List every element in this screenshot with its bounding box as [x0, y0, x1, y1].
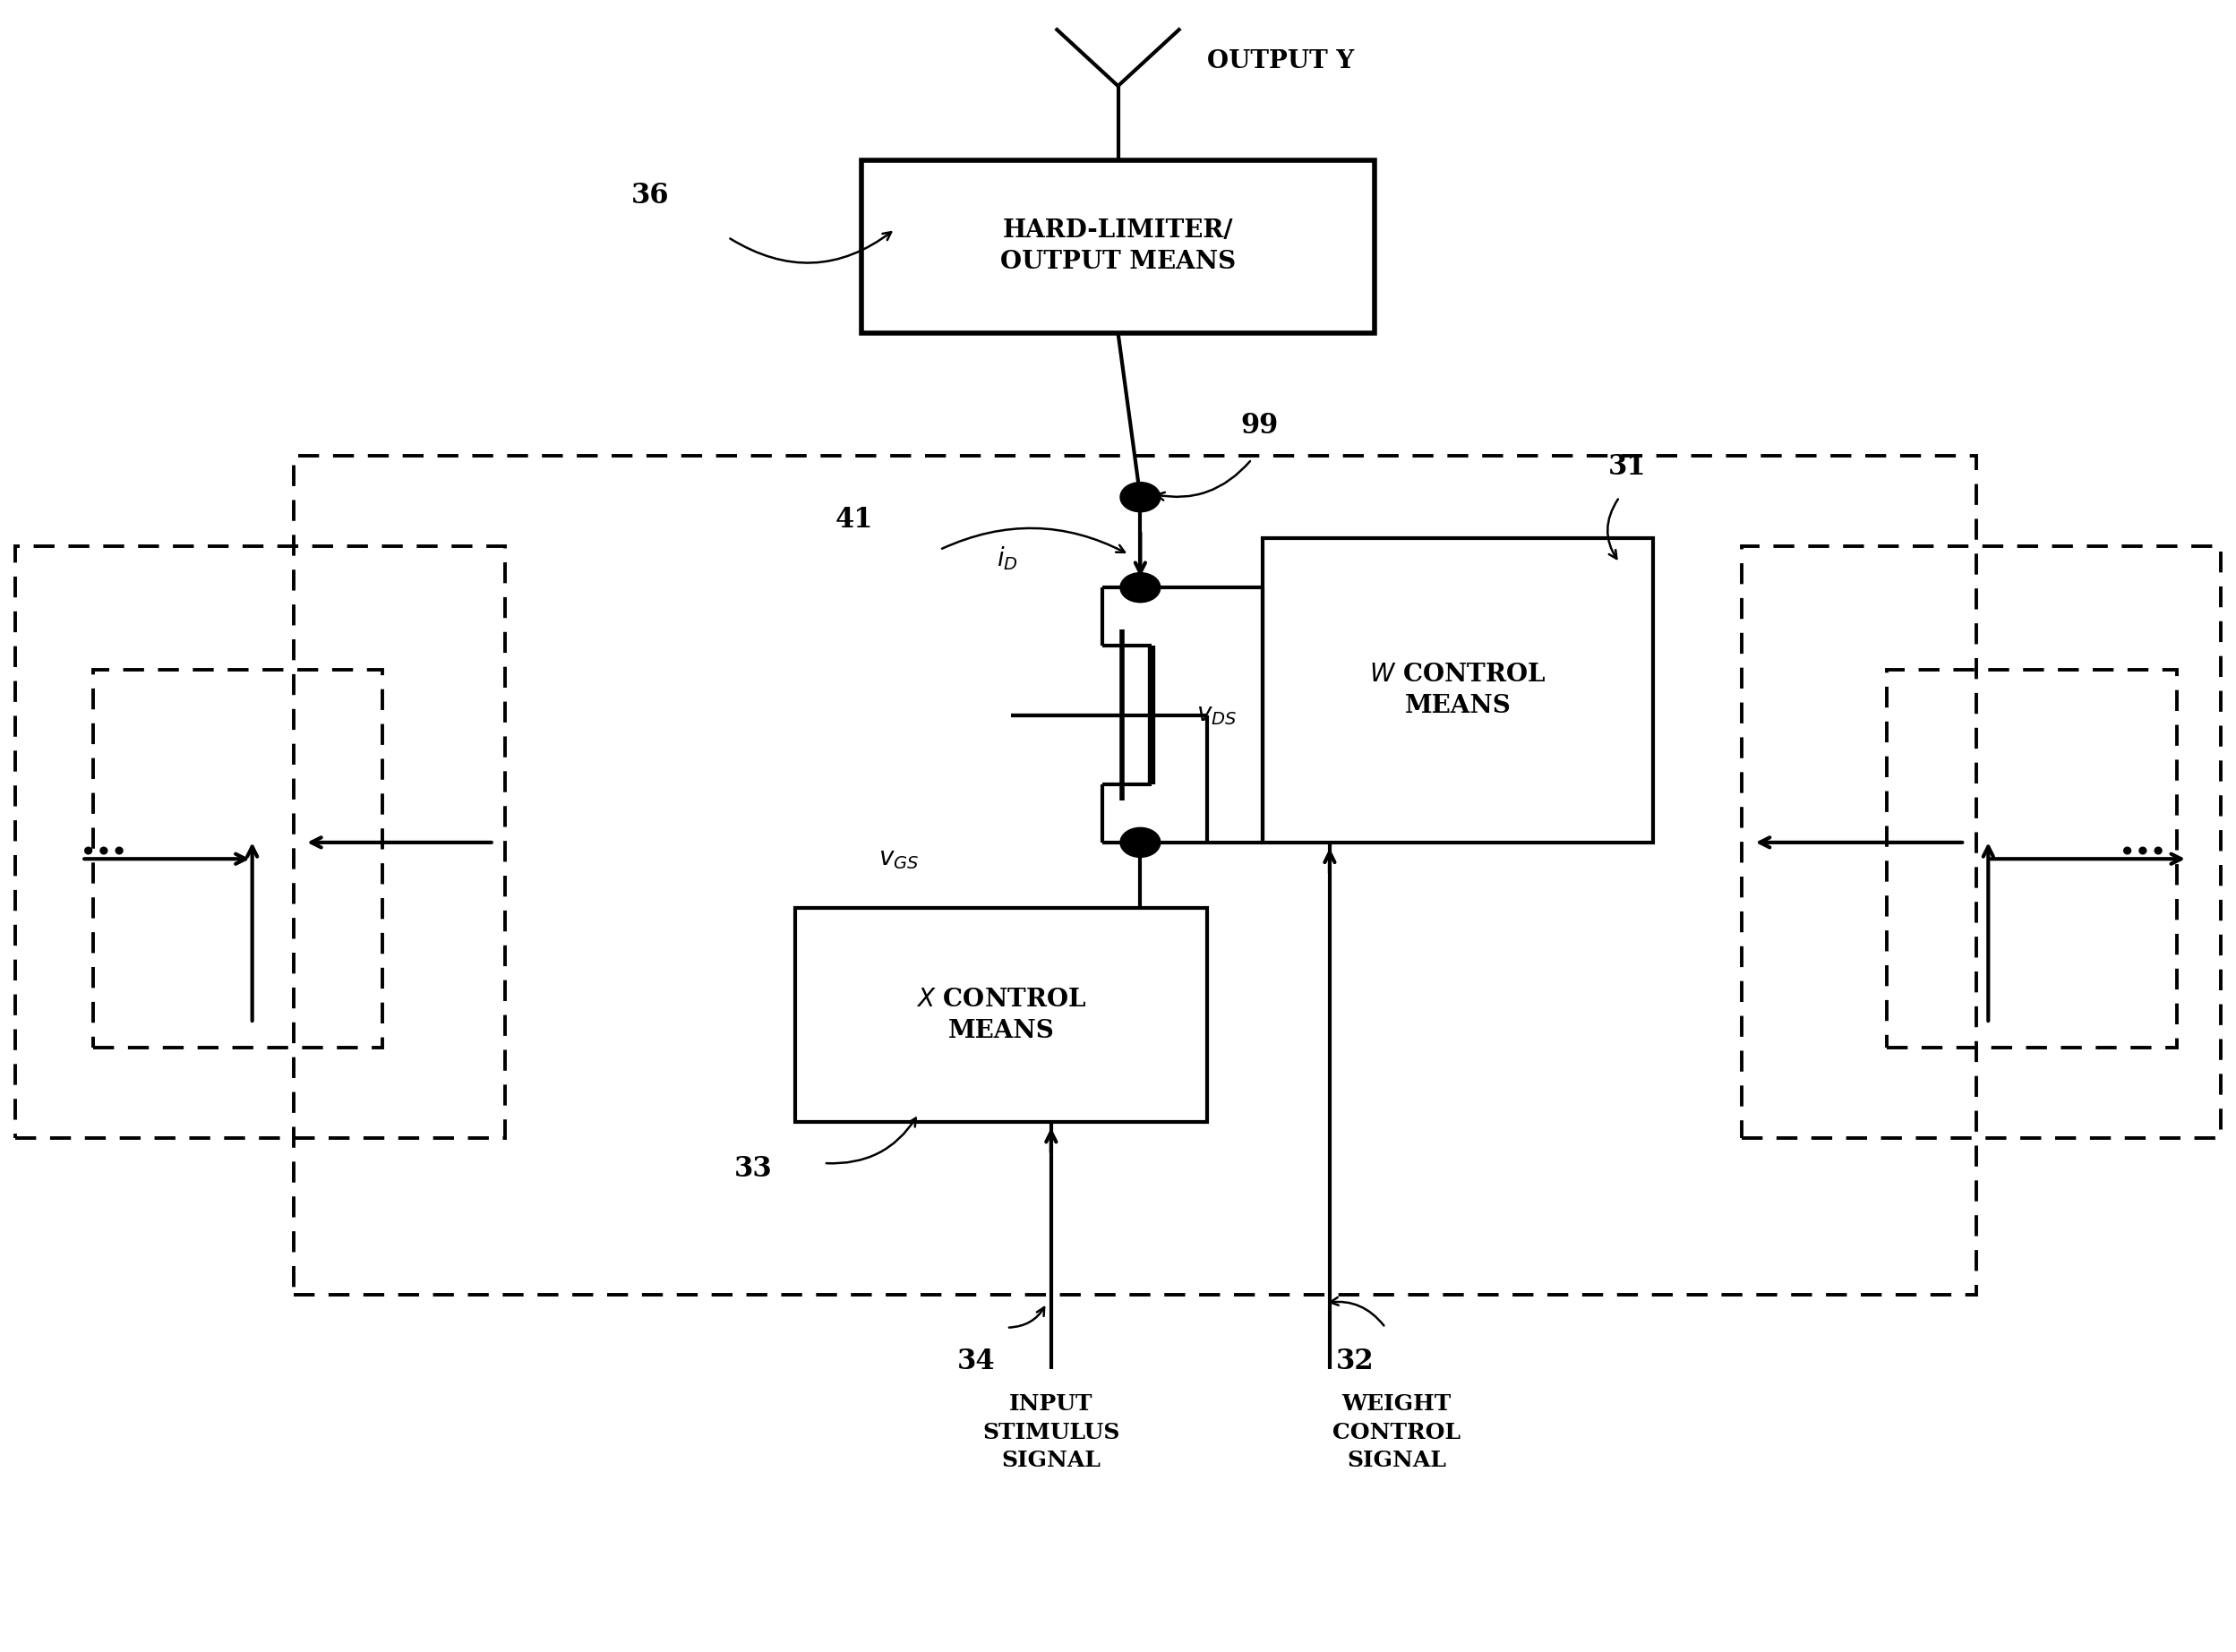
Circle shape: [1120, 573, 1160, 603]
Text: WEIGHT
CONTROL
SIGNAL: WEIGHT CONTROL SIGNAL: [1333, 1393, 1460, 1472]
Text: 32: 32: [1337, 1348, 1375, 1374]
Text: 31: 31: [1608, 453, 1646, 481]
Bar: [16, 547, 505, 1138]
Bar: [1263, 539, 1652, 843]
Text: $i_D$: $i_D$: [997, 544, 1017, 572]
Circle shape: [1120, 482, 1160, 512]
Text: HARD-LIMITER/
OUTPUT MEANS: HARD-LIMITER/ OUTPUT MEANS: [999, 218, 1237, 274]
Bar: [794, 909, 1207, 1122]
Text: 36: 36: [631, 182, 669, 210]
Bar: [861, 160, 1375, 332]
Text: INPUT
STIMULUS
SIGNAL: INPUT STIMULUS SIGNAL: [982, 1393, 1120, 1472]
Text: $v_{DS}$: $v_{DS}$: [1196, 702, 1237, 727]
Text: $W$ CONTROL
MEANS: $W$ CONTROL MEANS: [1368, 662, 1547, 719]
Text: $X$ CONTROL
MEANS: $X$ CONTROL MEANS: [917, 988, 1087, 1042]
Bar: [1887, 669, 2176, 1047]
Text: 33: 33: [733, 1155, 774, 1183]
Text: ...: ...: [80, 821, 127, 864]
Text: $v_{GS}$: $v_{GS}$: [879, 847, 919, 871]
Bar: [293, 456, 1977, 1295]
Text: 41: 41: [834, 506, 872, 534]
Circle shape: [1120, 828, 1160, 857]
Text: OUTPUT Y: OUTPUT Y: [1207, 50, 1355, 73]
Bar: [94, 669, 382, 1047]
Text: 34: 34: [957, 1348, 995, 1374]
Bar: [1742, 547, 2220, 1138]
Text: 99: 99: [1241, 411, 1279, 439]
Text: ...: ...: [2120, 821, 2167, 864]
